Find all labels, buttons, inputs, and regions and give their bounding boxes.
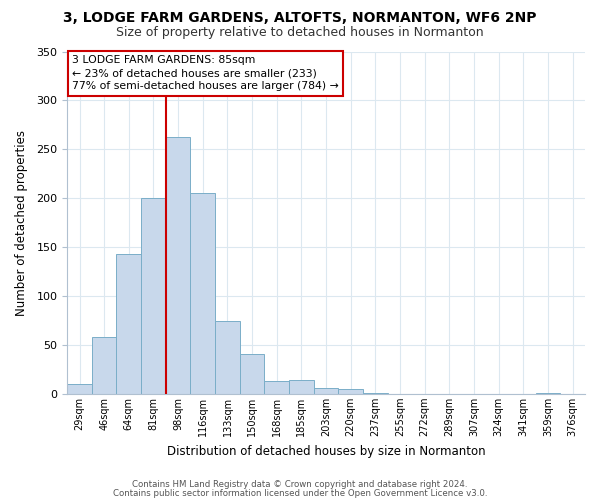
Bar	[190, 194, 215, 394]
Text: Size of property relative to detached houses in Normanton: Size of property relative to detached ho…	[116, 26, 484, 39]
Bar	[536, 393, 560, 394]
Bar	[338, 389, 363, 394]
Text: Contains public sector information licensed under the Open Government Licence v3: Contains public sector information licen…	[113, 488, 487, 498]
Bar	[67, 384, 92, 394]
X-axis label: Distribution of detached houses by size in Normanton: Distribution of detached houses by size …	[167, 444, 485, 458]
Bar	[363, 393, 388, 394]
Bar	[116, 254, 141, 394]
Bar	[215, 320, 240, 394]
Bar	[265, 381, 289, 394]
Bar	[314, 388, 338, 394]
Bar	[289, 380, 314, 394]
Text: 3, LODGE FARM GARDENS, ALTOFTS, NORMANTON, WF6 2NP: 3, LODGE FARM GARDENS, ALTOFTS, NORMANTO…	[63, 11, 537, 25]
Bar	[92, 337, 116, 394]
Bar	[166, 136, 190, 394]
Bar	[141, 198, 166, 394]
Text: 3 LODGE FARM GARDENS: 85sqm
← 23% of detached houses are smaller (233)
77% of se: 3 LODGE FARM GARDENS: 85sqm ← 23% of det…	[73, 55, 339, 92]
Text: Contains HM Land Registry data © Crown copyright and database right 2024.: Contains HM Land Registry data © Crown c…	[132, 480, 468, 489]
Y-axis label: Number of detached properties: Number of detached properties	[15, 130, 28, 316]
Bar	[240, 354, 265, 394]
